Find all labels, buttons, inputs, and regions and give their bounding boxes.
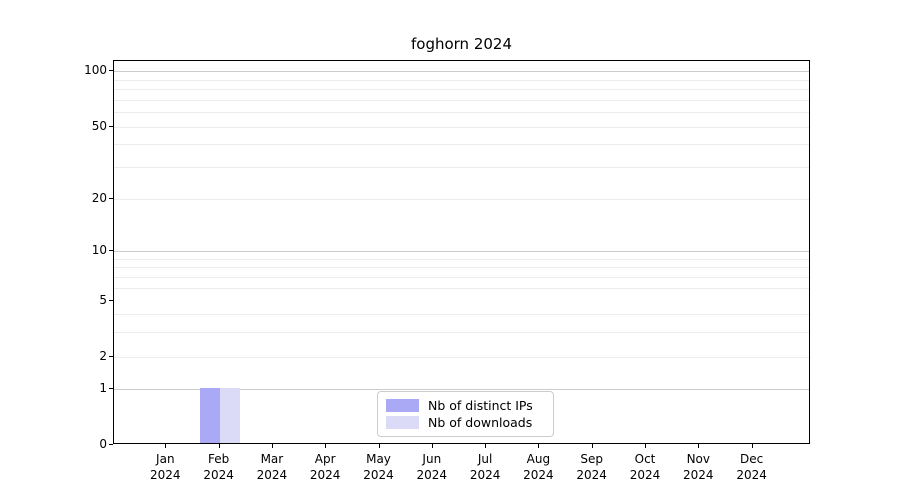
x-tick-mark	[165, 444, 167, 448]
y-tick-label-20: 20	[91, 191, 107, 205]
y-tick-label-1: 1	[99, 381, 107, 396]
y-tick-label-100: 100	[84, 63, 107, 77]
plot-area: Nb of distinct IPs Nb of downloads	[113, 60, 810, 444]
legend-swatch-downloads	[386, 416, 419, 429]
y-gridline-8	[114, 266, 809, 268]
x-tick-mark	[325, 444, 327, 448]
x-tick-label-mar: Mar 2024	[256, 452, 288, 482]
y-gridline-2	[114, 356, 809, 358]
legend-label-distinct-ips: Nb of distinct IPs	[428, 398, 533, 413]
y-gridline-20	[114, 199, 809, 200]
y-tick-mark	[109, 355, 113, 357]
x-tick-label-oct: Oct 2024	[629, 452, 661, 482]
x-tick-label-jun: Jun 2024	[416, 452, 448, 482]
x-tick-mark	[271, 444, 273, 448]
x-tick-mark	[218, 444, 220, 448]
x-tick-label-sep: Sep 2024	[576, 452, 607, 482]
x-tick-mark	[538, 444, 540, 448]
legend-item-distinct-ips: Nb of distinct IPs	[386, 398, 545, 413]
y-gridline-3	[114, 331, 809, 333]
legend-item-downloads: Nb of downloads	[386, 415, 545, 430]
y-gridline-80	[114, 88, 809, 90]
y-tick-label-0: 0	[99, 436, 107, 451]
y-gridline-50	[114, 126, 809, 128]
y-tick-mark	[109, 70, 113, 71]
legend: Nb of distinct IPs Nb of downloads	[377, 391, 554, 437]
x-tick-label-may: May 2024	[363, 452, 394, 482]
y-gridline-7	[114, 276, 809, 278]
y-gridline-6	[114, 287, 809, 289]
x-tick-mark	[431, 444, 433, 448]
y-gridline-4	[114, 314, 809, 316]
x-tick-label-jan: Jan 2024	[150, 452, 181, 482]
x-tick-mark	[591, 444, 593, 448]
y-tick-mark	[109, 299, 113, 301]
x-tick-label-nov: Nov 2024	[683, 452, 714, 482]
y-gridline-100	[114, 71, 809, 72]
x-tick-label-jul: Jul 2024	[469, 452, 501, 482]
x-tick-mark	[378, 444, 380, 448]
x-tick-label-aug: Aug 2024	[523, 452, 554, 482]
y-gridline-9	[114, 258, 809, 260]
bar-distinct-ips-feb	[199, 387, 220, 443]
y-gridline-70	[114, 99, 809, 101]
y-tick-mark	[109, 443, 113, 445]
y-gridline-10	[114, 251, 809, 252]
x-tick-label-apr: Apr 2024	[309, 452, 341, 482]
y-tick-label-5: 5	[99, 292, 107, 307]
y-gridline-90	[114, 79, 809, 81]
y-gridline-30	[114, 167, 809, 168]
x-tick-mark	[698, 444, 700, 448]
y-gridline-40	[114, 144, 809, 146]
y-tick-mark	[109, 250, 113, 251]
y-tick-mark	[109, 198, 113, 199]
y-gridline-1	[114, 389, 809, 391]
x-tick-label-dec: Dec 2024	[736, 452, 767, 482]
legend-label-downloads: Nb of downloads	[428, 415, 533, 430]
x-tick-mark	[485, 444, 487, 448]
x-tick-mark	[751, 444, 753, 448]
bar-downloads-feb	[219, 387, 240, 443]
chart-title: foghorn 2024	[410, 35, 512, 53]
x-tick-label-feb: Feb 2024	[203, 452, 234, 482]
y-tick-label-10: 10	[91, 243, 107, 257]
y-tick-mark	[109, 125, 113, 127]
y-gridline-60	[114, 112, 809, 113]
x-tick-mark	[645, 444, 646, 448]
y-tick-label-50: 50	[91, 118, 107, 133]
y-tick-label-2: 2	[99, 348, 107, 363]
legend-swatch-distinct-ips	[386, 399, 419, 412]
y-tick-mark	[109, 388, 113, 390]
